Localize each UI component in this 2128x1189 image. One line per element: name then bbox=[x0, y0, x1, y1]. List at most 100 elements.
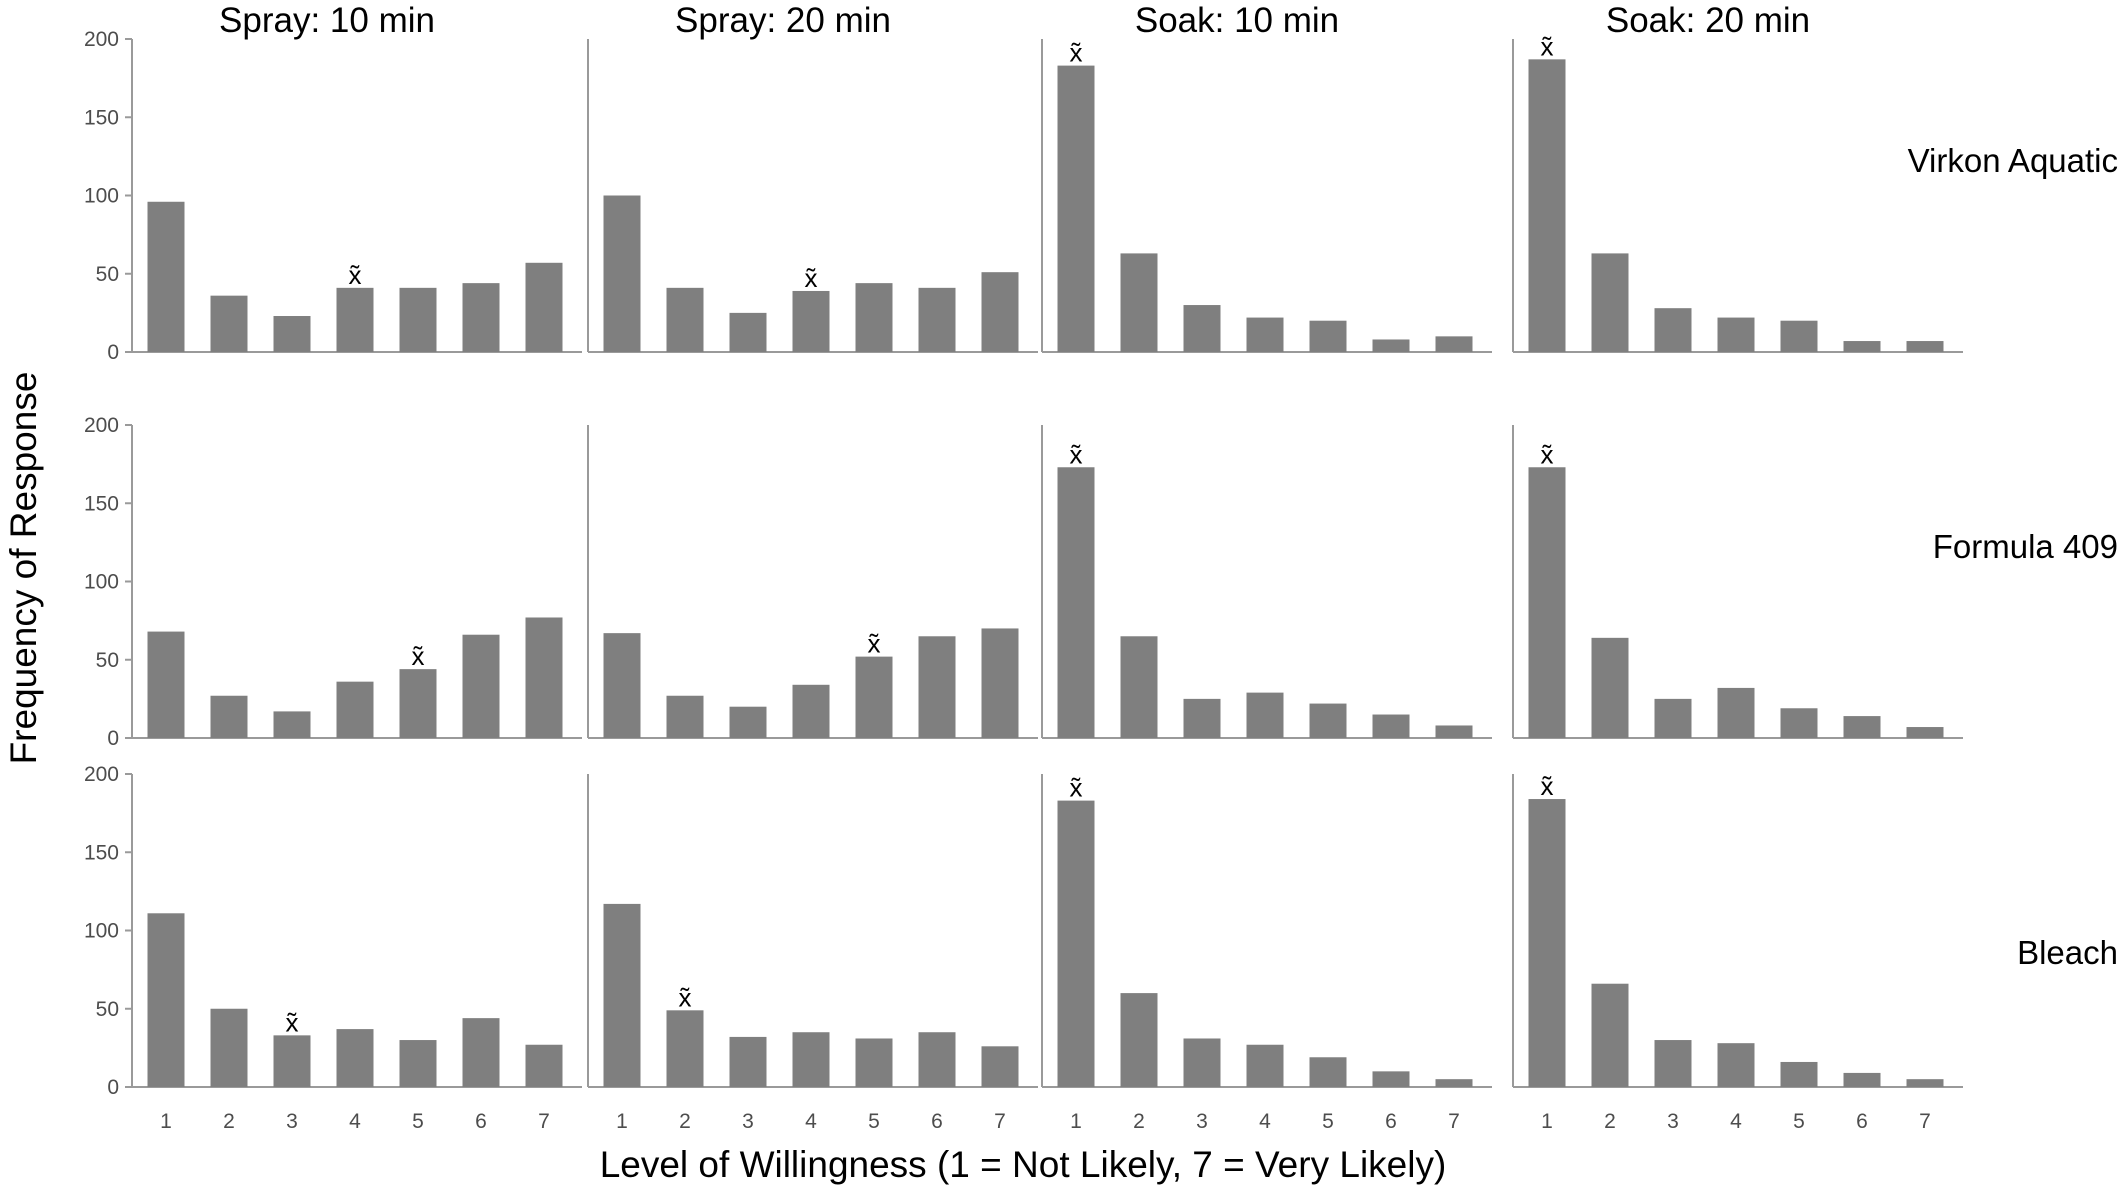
bar-formula-409-soak-20-min-2 bbox=[1591, 637, 1629, 738]
x-tick-label: 7 bbox=[1919, 1110, 1931, 1133]
bar-bleach-soak-10-min-7 bbox=[1435, 1079, 1473, 1087]
y-tick-label: 200 bbox=[84, 28, 119, 51]
bar-virkon-aquatic-soak-20-min-2 bbox=[1591, 253, 1629, 352]
x-tick-label: 2 bbox=[1604, 1110, 1616, 1133]
y-axis-title: Frequency of Response bbox=[3, 372, 44, 765]
x-tick-label: 7 bbox=[1448, 1110, 1460, 1133]
bar-bleach-spray-10-min-4 bbox=[336, 1029, 374, 1087]
bar-virkon-aquatic-spray-10-min-7 bbox=[525, 262, 563, 352]
bar-formula-409-spray-10-min-7 bbox=[525, 617, 563, 738]
x-tick-label: 6 bbox=[475, 1110, 487, 1133]
y-tick-label: 150 bbox=[84, 492, 119, 515]
x-tick-label: 5 bbox=[1322, 1110, 1334, 1133]
bar-formula-409-soak-20-min-7 bbox=[1906, 727, 1944, 738]
x-tick-label: 6 bbox=[931, 1110, 943, 1133]
column-title-spray-20-min: Spray: 20 min bbox=[675, 1, 891, 40]
median-marker-formula-409-soak-20-min: x̃ bbox=[1541, 439, 1554, 469]
bar-formula-409-spray-10-min-3 bbox=[273, 711, 311, 738]
bar-bleach-soak-10-min-1 bbox=[1057, 800, 1095, 1087]
x-tick-label: 5 bbox=[1793, 1110, 1805, 1133]
row-label-bleach: Bleach bbox=[2017, 934, 2118, 971]
bar-bleach-soak-10-min-5 bbox=[1309, 1057, 1347, 1087]
bar-formula-409-spray-20-min-5 bbox=[855, 656, 893, 738]
median-marker-bleach-spray-20-min: x̃ bbox=[679, 982, 692, 1012]
bar-virkon-aquatic-spray-20-min-7 bbox=[981, 272, 1019, 352]
bar-virkon-aquatic-soak-10-min-3 bbox=[1183, 305, 1221, 352]
bar-virkon-aquatic-soak-10-min-5 bbox=[1309, 320, 1347, 352]
bar-formula-409-soak-10-min-6 bbox=[1372, 714, 1410, 738]
bar-formula-409-soak-10-min-7 bbox=[1435, 725, 1473, 738]
x-tick-label: 6 bbox=[1856, 1110, 1868, 1133]
median-marker-formula-409-spray-20-min: x̃ bbox=[868, 629, 881, 659]
median-marker-virkon-aquatic-spray-10-min: x̃ bbox=[349, 260, 362, 290]
y-tick-label: 150 bbox=[84, 106, 119, 129]
bar-formula-409-spray-20-min-3 bbox=[729, 706, 767, 738]
bar-virkon-aquatic-spray-20-min-2 bbox=[666, 287, 704, 352]
bar-formula-409-spray-10-min-1 bbox=[147, 631, 185, 738]
x-tick-label: 3 bbox=[1196, 1110, 1208, 1133]
bar-virkon-aquatic-soak-10-min-4 bbox=[1246, 317, 1284, 352]
bar-formula-409-soak-20-min-1 bbox=[1528, 467, 1566, 738]
y-tick-label: 50 bbox=[96, 649, 119, 672]
bar-virkon-aquatic-soak-10-min-2 bbox=[1120, 253, 1158, 352]
column-title-spray-10-min: Spray: 10 min bbox=[219, 1, 435, 40]
bar-virkon-aquatic-soak-20-min-3 bbox=[1654, 308, 1692, 352]
bar-formula-409-spray-20-min-2 bbox=[666, 695, 704, 738]
x-tick-label: 1 bbox=[1070, 1110, 1082, 1133]
bar-formula-409-soak-20-min-3 bbox=[1654, 698, 1692, 738]
y-tick-label: 0 bbox=[107, 341, 119, 364]
bar-virkon-aquatic-spray-10-min-1 bbox=[147, 201, 185, 352]
x-tick-label: 5 bbox=[412, 1110, 424, 1133]
bar-formula-409-spray-20-min-1 bbox=[603, 633, 641, 738]
bar-formula-409-soak-10-min-2 bbox=[1120, 636, 1158, 738]
bar-bleach-soak-20-min-1 bbox=[1528, 799, 1566, 1087]
y-tick-label: 100 bbox=[84, 920, 119, 943]
bar-bleach-soak-20-min-2 bbox=[1591, 983, 1629, 1087]
bar-virkon-aquatic-spray-20-min-4 bbox=[792, 290, 830, 352]
bar-virkon-aquatic-spray-10-min-5 bbox=[399, 287, 437, 352]
bar-bleach-spray-10-min-3 bbox=[273, 1035, 311, 1087]
column-title-soak-10-min: Soak: 10 min bbox=[1135, 1, 1339, 40]
row-label-formula-409: Formula 409 bbox=[1933, 528, 2118, 565]
y-tick-label: 200 bbox=[84, 414, 119, 437]
x-tick-label: 2 bbox=[1133, 1110, 1145, 1133]
bar-virkon-aquatic-spray-20-min-3 bbox=[729, 312, 767, 352]
bar-bleach-soak-10-min-2 bbox=[1120, 993, 1158, 1087]
bar-formula-409-spray-20-min-4 bbox=[792, 684, 830, 738]
median-marker-virkon-aquatic-spray-20-min: x̃ bbox=[805, 263, 818, 293]
bar-virkon-aquatic-soak-10-min-1 bbox=[1057, 65, 1095, 352]
bar-virkon-aquatic-soak-20-min-1 bbox=[1528, 59, 1566, 352]
bar-virkon-aquatic-soak-20-min-5 bbox=[1780, 320, 1818, 352]
column-title-soak-20-min: Soak: 20 min bbox=[1606, 1, 1810, 40]
bar-formula-409-soak-10-min-1 bbox=[1057, 467, 1095, 738]
x-tick-label: 7 bbox=[994, 1110, 1006, 1133]
bar-virkon-aquatic-spray-10-min-2 bbox=[210, 295, 248, 352]
bar-formula-409-spray-20-min-6 bbox=[918, 636, 956, 738]
y-tick-label: 200 bbox=[84, 763, 119, 786]
median-marker-bleach-spray-10-min: x̃ bbox=[286, 1007, 299, 1037]
bar-bleach-spray-20-min-3 bbox=[729, 1036, 767, 1087]
bar-virkon-aquatic-soak-20-min-6 bbox=[1843, 341, 1881, 352]
median-marker-virkon-aquatic-soak-20-min: x̃ bbox=[1541, 31, 1554, 61]
x-tick-label: 4 bbox=[805, 1110, 817, 1133]
bar-bleach-soak-10-min-3 bbox=[1183, 1038, 1221, 1087]
bar-virkon-aquatic-soak-10-min-7 bbox=[1435, 336, 1473, 352]
bar-virkon-aquatic-spray-20-min-5 bbox=[855, 283, 893, 352]
bar-bleach-spray-10-min-5 bbox=[399, 1040, 437, 1087]
median-marker-formula-409-spray-10-min: x̃ bbox=[412, 641, 425, 671]
bar-bleach-soak-20-min-7 bbox=[1906, 1079, 1944, 1087]
bar-formula-409-soak-20-min-4 bbox=[1717, 687, 1755, 738]
bar-virkon-aquatic-soak-20-min-7 bbox=[1906, 341, 1944, 352]
bar-formula-409-soak-10-min-3 bbox=[1183, 698, 1221, 738]
x-tick-label: 2 bbox=[679, 1110, 691, 1133]
y-tick-label: 150 bbox=[84, 841, 119, 864]
bar-bleach-spray-10-min-2 bbox=[210, 1008, 248, 1087]
bar-virkon-aquatic-soak-20-min-4 bbox=[1717, 317, 1755, 352]
bar-formula-409-soak-20-min-5 bbox=[1780, 708, 1818, 738]
bar-bleach-spray-20-min-7 bbox=[981, 1046, 1019, 1087]
x-tick-label: 4 bbox=[1730, 1110, 1742, 1133]
x-tick-label: 6 bbox=[1385, 1110, 1397, 1133]
bar-formula-409-spray-20-min-7 bbox=[981, 628, 1019, 738]
x-tick-label: 5 bbox=[868, 1110, 880, 1133]
